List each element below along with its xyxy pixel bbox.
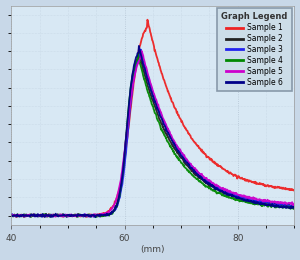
Legend: Sample 1, Sample 2, Sample 3, Sample 4, Sample 5, Sample 6: Sample 1, Sample 2, Sample 3, Sample 4, … [217, 8, 292, 92]
X-axis label: (mm): (mm) [141, 245, 165, 255]
